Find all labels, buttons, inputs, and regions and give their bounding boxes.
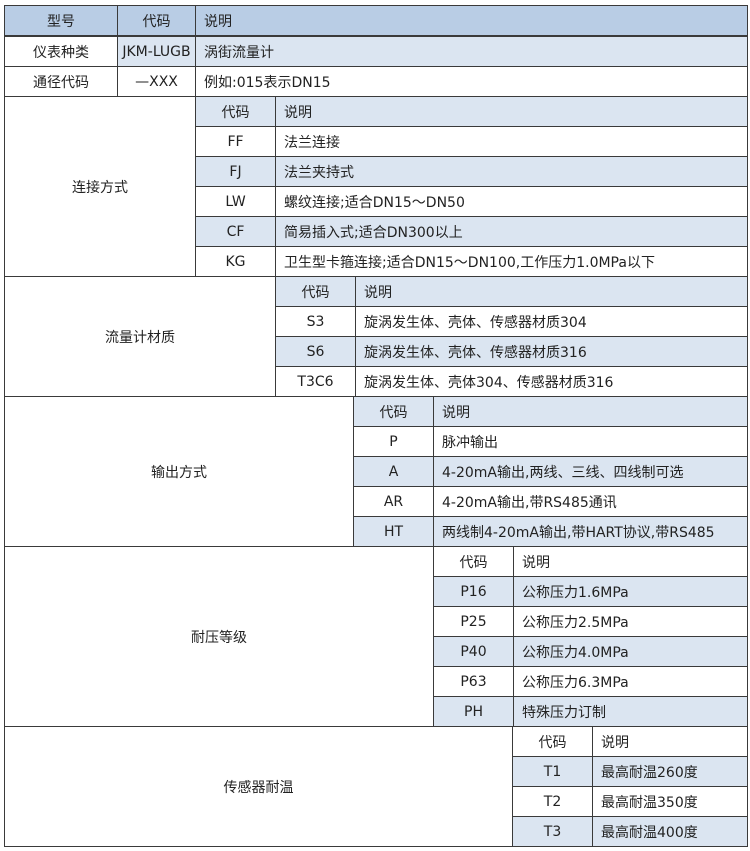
option-code: S3 bbox=[275, 306, 356, 337]
option-description: 4-20mA输出,两线、三线、四线制可选 bbox=[433, 456, 748, 487]
option-description: 旋涡发生体、壳体、传感器材质316 bbox=[355, 336, 748, 367]
option-code: FJ bbox=[195, 156, 276, 187]
option-code: FF bbox=[195, 126, 276, 157]
option-code: PH bbox=[433, 696, 514, 727]
option-description: 简易插入式;适合DN300以上 bbox=[275, 216, 748, 247]
option-description: 脉冲输出 bbox=[433, 426, 748, 457]
header-description: 说明 bbox=[195, 5, 748, 36]
option-code: T3C6 bbox=[275, 366, 356, 397]
option-code: A bbox=[353, 456, 434, 487]
sub-header-description: 说明 bbox=[592, 726, 748, 757]
option-code: P bbox=[353, 426, 434, 457]
option-code: P63 bbox=[433, 666, 514, 697]
row-description: 涡街流量计 bbox=[195, 36, 748, 67]
option-code: AR bbox=[353, 486, 434, 517]
option-code: T3 bbox=[512, 816, 593, 847]
section-label: 连接方式 bbox=[4, 96, 196, 277]
option-code: KG bbox=[195, 246, 276, 277]
option-description: 旋涡发生体、壳体304、传感器材质316 bbox=[355, 366, 748, 397]
option-description: 两线制4-20mA输出,带HART协议,带RS485 bbox=[433, 516, 748, 547]
option-description: 螺纹连接;适合DN15～DN50 bbox=[275, 186, 748, 217]
option-description: 特殊压力订制 bbox=[513, 696, 748, 727]
row-label: 仪表种类 bbox=[4, 36, 118, 67]
option-description: 卫生型卡箍连接;适合DN15～DN100,工作压力1.0MPa以下 bbox=[275, 246, 748, 277]
option-code: S6 bbox=[275, 336, 356, 367]
row-code: JKM-LUGB bbox=[117, 36, 196, 67]
option-description: 最高耐温350度 bbox=[592, 786, 748, 817]
sub-header-code: 代码 bbox=[275, 276, 356, 307]
option-code: HT bbox=[353, 516, 434, 547]
section-label: 耐压等级 bbox=[4, 546, 434, 727]
option-code: P25 bbox=[433, 606, 514, 637]
option-description: 公称压力6.3MPa bbox=[513, 666, 748, 697]
option-description: 法兰连接 bbox=[275, 126, 748, 157]
option-description: 公称压力4.0MPa bbox=[513, 636, 748, 667]
option-code: CF bbox=[195, 216, 276, 247]
option-description: 4-20mA输出,带RS485通讯 bbox=[433, 486, 748, 517]
option-code: LW bbox=[195, 186, 276, 217]
option-description: 公称压力2.5MPa bbox=[513, 606, 748, 637]
header-model: 型号 bbox=[4, 5, 118, 36]
option-description: 最高耐温260度 bbox=[592, 756, 748, 787]
section-label: 传感器耐温 bbox=[4, 726, 513, 847]
option-code: T2 bbox=[512, 786, 593, 817]
sub-header-code: 代码 bbox=[195, 96, 276, 127]
option-description: 法兰夹持式 bbox=[275, 156, 748, 187]
option-code: T1 bbox=[512, 756, 593, 787]
option-code: P16 bbox=[433, 576, 514, 607]
option-code: P40 bbox=[433, 636, 514, 667]
sub-header-description: 说明 bbox=[355, 276, 748, 307]
option-description: 旋涡发生体、壳体、传感器材质304 bbox=[355, 306, 748, 337]
sub-header-description: 说明 bbox=[275, 96, 748, 127]
row-description: 例如:015表示DN15 bbox=[195, 66, 748, 97]
option-description: 公称压力1.6MPa bbox=[513, 576, 748, 607]
sub-header-code: 代码 bbox=[353, 396, 434, 427]
sub-header-code: 代码 bbox=[433, 546, 514, 577]
sub-header-description: 说明 bbox=[513, 546, 748, 577]
row-label: 通径代码 bbox=[4, 66, 118, 97]
option-description: 最高耐温400度 bbox=[592, 816, 748, 847]
row-code: —XXX bbox=[117, 66, 196, 97]
section-label: 输出方式 bbox=[4, 396, 354, 547]
sub-header-description: 说明 bbox=[433, 396, 748, 427]
header-code: 代码 bbox=[117, 5, 196, 36]
sub-header-code: 代码 bbox=[512, 726, 593, 757]
section-label: 流量计材质 bbox=[4, 276, 276, 397]
